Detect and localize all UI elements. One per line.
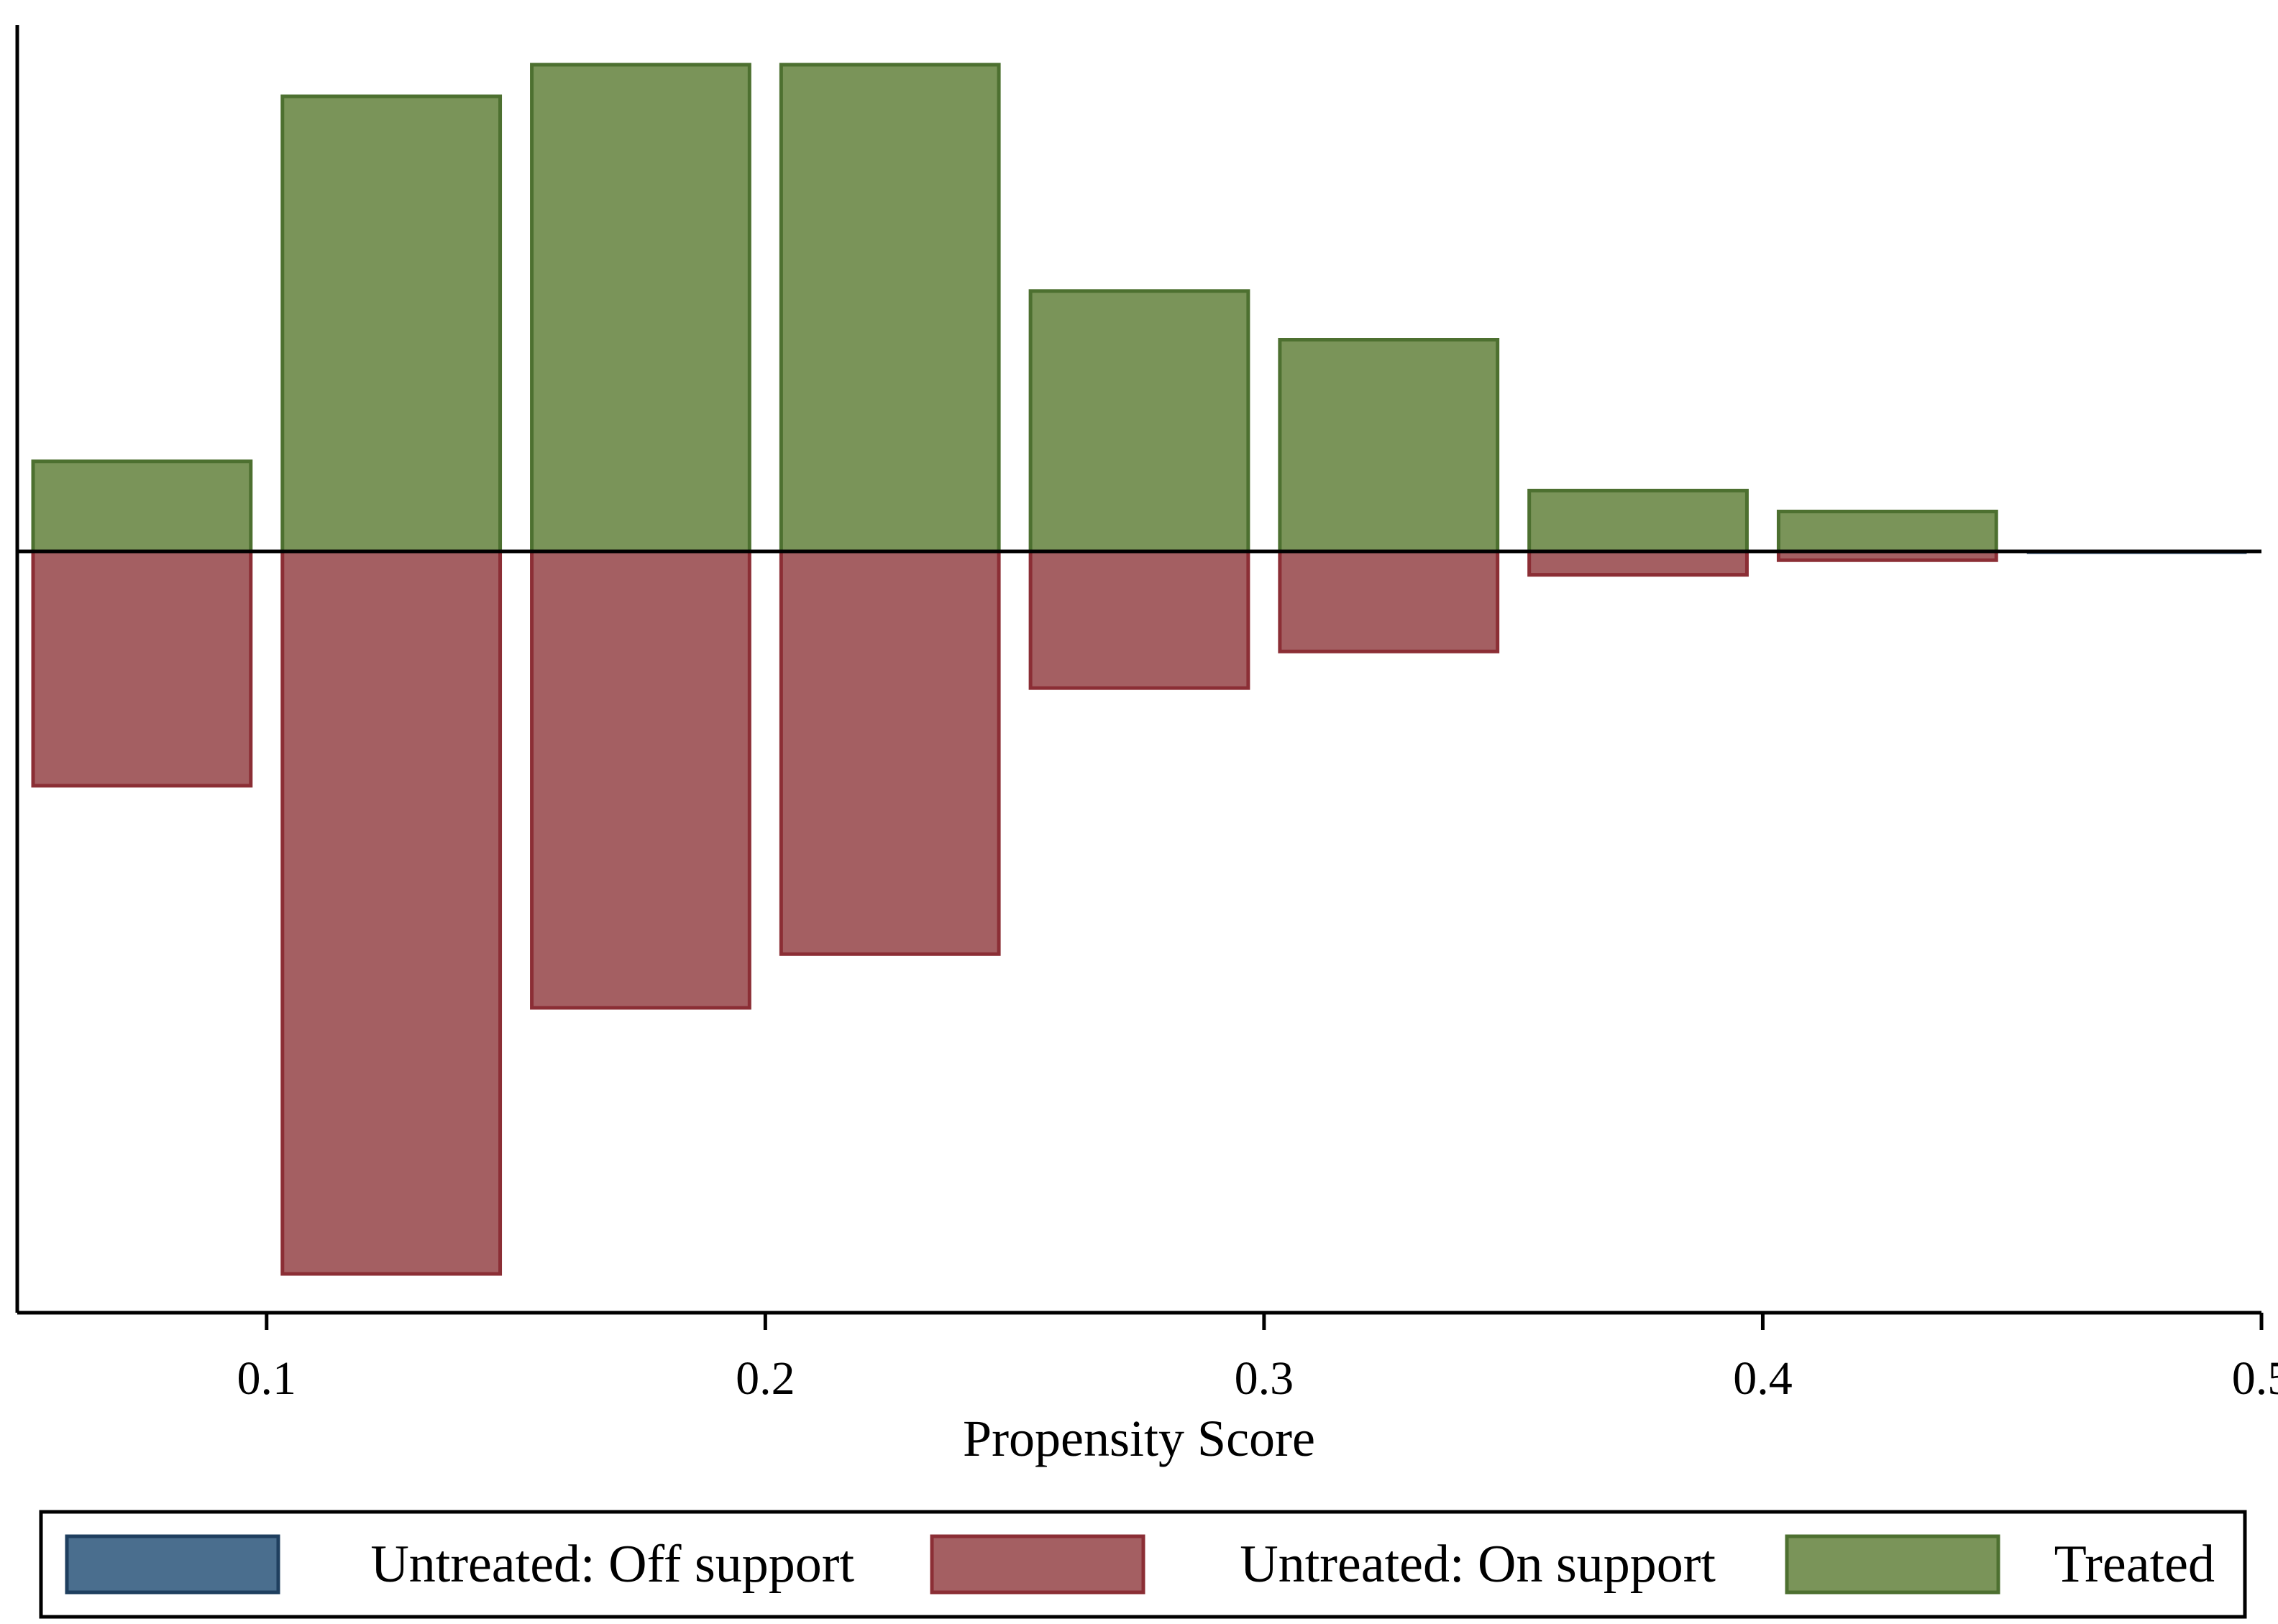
bar-treated-0.10-0.15 xyxy=(280,94,503,554)
bar-treated-0.15-0.20 xyxy=(530,63,751,554)
bar-treated-0.40-0.45 xyxy=(1776,509,1998,554)
legend-swatch-treated xyxy=(1785,1534,2000,1595)
x-tick-label-0.1: 0.1 xyxy=(237,1352,297,1405)
x-tick-label-0.5: 0.5 xyxy=(2232,1352,2278,1405)
legend-label-untreated-on-support: Untreated: On support xyxy=(1240,1535,1716,1594)
legend: Untreated: Off support Untreated: On sup… xyxy=(39,1510,2247,1619)
bar-untreated-on-support-0.30-0.35 xyxy=(1278,549,1500,653)
bar-untreated-on-support-0.35-0.40 xyxy=(1527,549,1749,577)
legend-swatch-untreated-off-support xyxy=(65,1534,280,1595)
bar-treated-0.30-0.35 xyxy=(1278,338,1500,554)
bar-treated-0.05-0.10 xyxy=(31,459,253,554)
bar-untreated-on-support-0.25-0.30 xyxy=(1028,549,1250,690)
legend-label-untreated-off-support: Untreated: Off support xyxy=(370,1535,854,1594)
plot-area xyxy=(17,63,2261,1276)
bar-untreated-on-support-0.15-0.20 xyxy=(530,549,751,1010)
bar-untreated-on-support-0.05-0.10 xyxy=(31,549,253,788)
bar-untreated-on-support-0.10-0.15 xyxy=(280,549,503,1276)
bar-treated-0.25-0.30 xyxy=(1028,289,1250,554)
bar-untreated-on-support-0.20-0.25 xyxy=(779,549,1001,956)
x-axis-title: Propensity Score xyxy=(963,1410,1315,1467)
x-tick-label-0.4: 0.4 xyxy=(1733,1352,1793,1405)
legend-swatch-untreated-on-support xyxy=(930,1534,1145,1595)
bar-treated-0.20-0.25 xyxy=(779,63,1001,554)
x-tick-label-0.3: 0.3 xyxy=(1235,1352,1294,1405)
bar-treated-0.35-0.40 xyxy=(1527,488,1749,554)
x-axis: 0.1 0.2 0.3 0.4 0.5 xyxy=(15,25,2278,1405)
legend-label-treated: Treated xyxy=(2054,1535,2215,1594)
x-tick-label-0.2: 0.2 xyxy=(736,1352,795,1405)
